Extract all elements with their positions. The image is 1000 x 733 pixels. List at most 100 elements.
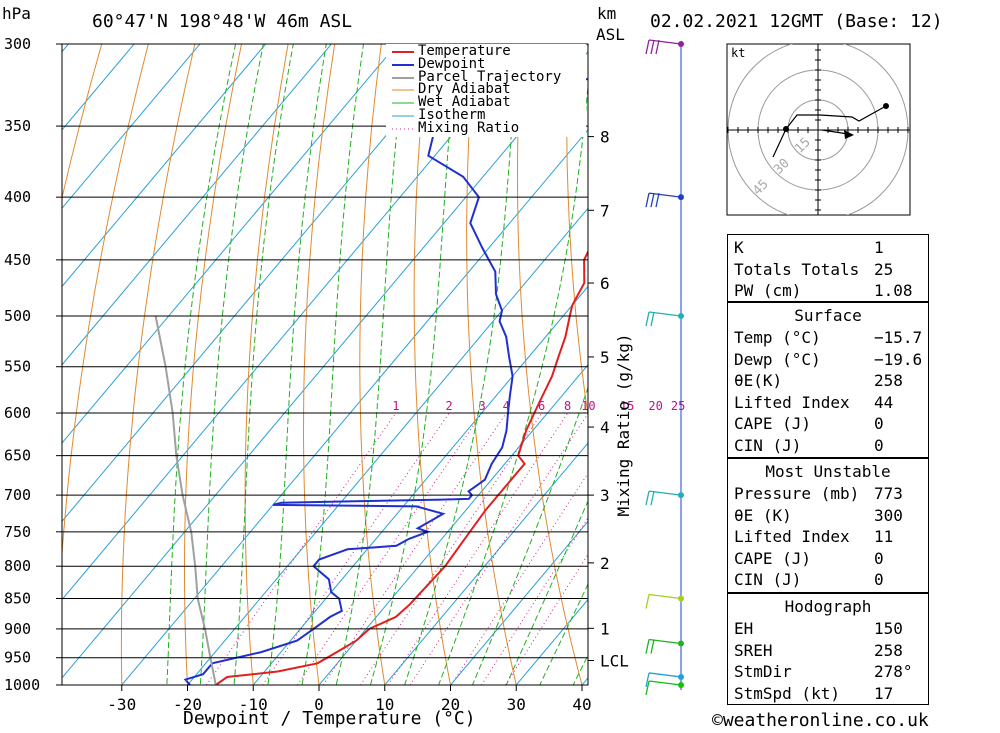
legend-item: Isotherm <box>386 107 586 123</box>
stat-row: θE(K) 258 <box>734 370 924 391</box>
stat-row: Pressure (mb) 773 <box>734 483 924 504</box>
stat-value: 0 <box>874 570 884 589</box>
km-tick-label: LCL <box>600 651 629 670</box>
storm-motion-arrow <box>844 130 854 139</box>
wet-adiabat <box>166 44 237 685</box>
stat-row: CIN (J) 0 <box>734 435 924 456</box>
stat-value: −15.7 <box>874 328 923 347</box>
stat-key: Lifted Index <box>734 527 850 546</box>
mixing-ratio-axis-title: Mixing Ratio (g/kg) <box>614 333 633 517</box>
stat-value: 300 <box>874 505 903 525</box>
wind-barb <box>645 593 682 609</box>
wet-adiabat <box>335 44 408 685</box>
isotherm-line <box>318 364 588 685</box>
index-panel: K 1 Totals Totals 25 PW (cm) 1.08 <box>727 234 929 302</box>
stat-key: CIN (J) <box>734 570 802 589</box>
stat-key: PW (cm) <box>734 281 802 300</box>
mixing-ratio-label: 6 <box>538 399 545 413</box>
legend-item: Wet Adiabat <box>386 94 586 111</box>
stat-key: SREH <box>734 640 773 660</box>
wet-adiabat <box>267 44 327 685</box>
legend-item: Temperature <box>386 44 586 58</box>
stat-key: StmSpd (kt) <box>734 683 840 703</box>
x-tick-label: 10 <box>375 695 394 714</box>
storm-motion-line <box>821 129 849 135</box>
legend-item: Mixing Ratio <box>386 119 586 136</box>
legend-swatch <box>392 115 414 117</box>
stat-value: 258 <box>874 371 903 390</box>
km-tick-label: 8 <box>600 128 610 147</box>
location-label: 60°47'N 198°48'W 46m ASL <box>92 11 353 32</box>
mixing-ratio-line <box>322 412 507 685</box>
legend-item: Dewpoint <box>386 57 586 71</box>
isotherm-line <box>186 207 588 685</box>
legend-label: Wet Adiabat <box>418 94 511 111</box>
isotherm-line <box>62 44 135 131</box>
stat-key: Dewp (°C) <box>734 349 821 369</box>
stat-row: StmSpd (kt) 17 <box>734 683 924 704</box>
stat-row: SREH 258 <box>734 640 924 661</box>
plot-frame <box>61 43 589 686</box>
legend-label: Isotherm <box>418 107 486 123</box>
wind-barb <box>645 192 682 208</box>
stat-key: CIN (J) <box>734 435 802 455</box>
stat-value: 150 <box>874 619 903 638</box>
pressure-tick-label: 850 <box>4 589 31 607</box>
hodograph-unit: kt <box>731 46 745 60</box>
asl-label: ASL <box>596 25 625 44</box>
stat-row: Lifted Index 11 <box>734 526 924 547</box>
dry-adiabat <box>971 0 1000 711</box>
mixing-ratio-label: 4 <box>503 399 510 413</box>
stat-key: θE (K) <box>734 505 792 525</box>
km-tick-label: 7 <box>600 201 610 220</box>
stat-key: θE(K) <box>734 371 783 390</box>
stat-value: 17 <box>874 683 894 703</box>
isotherm-line <box>449 520 588 685</box>
stat-row: Temp (°C) −15.7 <box>734 327 924 348</box>
mixing-ratio-label: 15 <box>620 399 634 413</box>
stat-key: StmDir <box>734 662 792 681</box>
isotherm-line <box>121 129 588 685</box>
unstable-title: Most Unstable <box>765 462 891 481</box>
isotherm-line <box>62 44 267 288</box>
datetime-label: 02.02.2021 12GMT (Base: 12) <box>650 11 943 32</box>
legend-label: Mixing Ratio <box>418 119 520 136</box>
stat-key: CAPE (J) <box>734 414 812 433</box>
stat-row: PW (cm) 1.08 <box>734 280 924 301</box>
wind-barb <box>645 638 682 654</box>
hodograph-end-dot <box>883 103 889 109</box>
stat-row: CIN (J) 0 <box>734 569 924 590</box>
x-tick-label: 40 <box>572 695 591 714</box>
wind-barb <box>645 39 682 55</box>
surface-panel: Surface Temp (°C) −15.7 Dewp (°C) −19.6 θE(K… <box>727 302 929 458</box>
stat-row: Dewp (°C) −19.6 <box>734 349 924 370</box>
legend-item: Parcel Trajectory <box>386 68 586 85</box>
stat-key: K <box>734 238 744 257</box>
pressure-tick-label: 800 <box>4 557 31 575</box>
legend-label: Dry Adiabat <box>418 81 511 98</box>
x-tick-label: 30 <box>507 695 526 714</box>
pressure-tick-label: 550 <box>4 358 31 376</box>
legend-label: Parcel Trajectory <box>418 68 562 85</box>
legend-swatch <box>392 128 414 130</box>
mixing-ratio-label: 2 <box>445 399 452 413</box>
legend-swatch <box>392 51 414 53</box>
legend-swatch <box>392 89 414 91</box>
stat-value: 11 <box>874 527 894 546</box>
isotherm-line <box>62 44 333 366</box>
isotherm-line <box>252 285 588 685</box>
dry-adiabat <box>927 0 1000 711</box>
stat-value: 25 <box>874 259 894 279</box>
stat-row: θE (K) 300 <box>734 505 924 526</box>
stat-key: EH <box>734 619 754 638</box>
stat-key: Pressure (mb) <box>734 484 860 503</box>
dry-adiabat <box>566 44 588 419</box>
x-tick-label: -20 <box>173 695 202 714</box>
pressure-tick-label: 700 <box>4 486 31 504</box>
hodograph-stats-panel: Hodograph EH 150 SREH 258 StmDir 278° StmSpd (… <box>727 593 929 705</box>
pressure-tick-label: 750 <box>4 523 31 541</box>
stat-value: 278° <box>874 662 913 681</box>
series-temperature <box>215 44 588 685</box>
